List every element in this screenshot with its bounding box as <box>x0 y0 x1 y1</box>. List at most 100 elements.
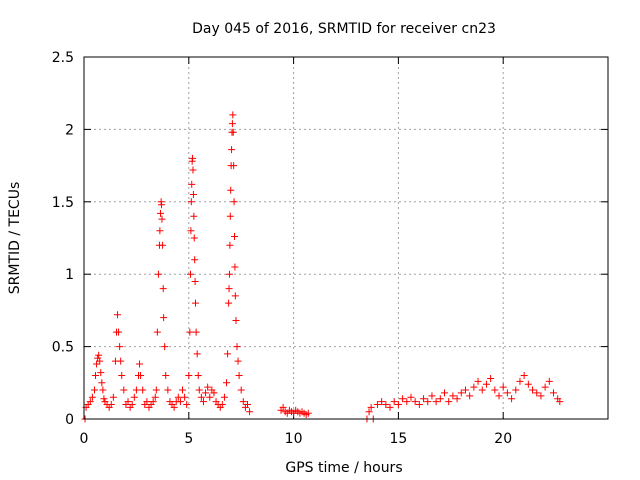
data-point <box>399 395 407 403</box>
data-point <box>156 227 164 235</box>
data-point <box>230 198 238 206</box>
data-point <box>230 162 238 170</box>
data-point <box>230 233 238 241</box>
data-point <box>139 386 147 394</box>
data-point <box>195 386 203 394</box>
data-point <box>183 401 191 409</box>
data-point <box>210 389 218 397</box>
x-tick-label: 15 <box>389 431 407 447</box>
data-point <box>478 386 486 394</box>
data-point <box>154 270 162 278</box>
data-point <box>181 393 189 401</box>
data-point <box>137 372 145 380</box>
data-point <box>189 191 197 199</box>
data-point <box>185 372 193 380</box>
data-point <box>432 398 440 406</box>
data-point <box>225 285 233 293</box>
data-point <box>159 285 167 293</box>
data-point <box>96 357 104 365</box>
grid-lines <box>84 57 608 419</box>
data-point <box>162 372 170 380</box>
data-point <box>234 357 242 365</box>
data-point <box>151 393 159 401</box>
data-point <box>503 389 511 397</box>
data-point <box>457 389 465 397</box>
data-point <box>508 395 516 403</box>
data-point <box>152 386 160 394</box>
data-point <box>164 386 172 394</box>
data-point <box>99 386 107 394</box>
data-point <box>382 401 390 409</box>
y-tick-label: 1.5 <box>52 195 74 211</box>
data-point <box>187 227 195 235</box>
data-point <box>453 395 461 403</box>
data-point <box>424 398 432 406</box>
data-point <box>120 386 128 394</box>
data-point <box>228 146 236 154</box>
data-point <box>160 314 168 322</box>
data-point <box>117 357 125 365</box>
data-point <box>220 393 228 401</box>
data-point <box>86 398 94 406</box>
data-point <box>461 386 469 394</box>
data-point <box>176 398 184 406</box>
data-point <box>107 401 115 409</box>
data-point <box>157 209 165 217</box>
data-point <box>512 386 520 394</box>
data-point <box>373 401 381 409</box>
data-point <box>304 409 312 417</box>
data-point <box>158 201 166 209</box>
data-point <box>390 398 398 406</box>
data-point <box>116 343 124 351</box>
data-point <box>520 372 528 380</box>
data-point <box>516 377 524 385</box>
data-point <box>365 408 373 416</box>
data-point <box>226 241 234 249</box>
data-point <box>233 343 241 351</box>
data-point <box>179 386 187 394</box>
chart-title: Day 045 of 2016, SRMTID for receiver cn2… <box>192 21 496 37</box>
data-point <box>420 395 428 403</box>
data-point <box>189 166 197 174</box>
x-tick-label: 0 <box>80 431 89 447</box>
data-point <box>225 299 233 307</box>
data-point <box>197 393 205 401</box>
data-point <box>466 392 474 400</box>
y-tick-label: 0 <box>65 412 74 428</box>
data-point <box>436 395 444 403</box>
data-point <box>445 398 453 406</box>
data-point <box>206 393 214 401</box>
data-point <box>161 343 169 351</box>
data-point <box>194 372 202 380</box>
data-point <box>130 393 138 401</box>
data-point <box>114 311 122 319</box>
data-point <box>529 386 537 394</box>
data-point <box>109 393 117 401</box>
data-point <box>132 386 140 394</box>
data-point <box>189 154 197 162</box>
data-point <box>229 128 237 136</box>
data-point <box>204 383 212 391</box>
data-point <box>394 401 402 409</box>
data-point <box>199 398 207 406</box>
data-point <box>411 398 419 406</box>
data-point <box>170 403 178 411</box>
y-axis-label: SRMTID / TECUs <box>7 182 23 295</box>
data-point <box>118 372 126 380</box>
data-point <box>495 392 503 400</box>
y-tick-label: 1 <box>65 267 74 283</box>
data-point <box>202 389 210 397</box>
data-point <box>93 360 101 368</box>
x-tick-label: 5 <box>184 431 193 447</box>
data-point <box>470 383 478 391</box>
data-point <box>100 395 108 403</box>
data-point <box>190 234 198 242</box>
data-point <box>428 392 436 400</box>
data-point <box>97 369 105 377</box>
data-point <box>149 398 157 406</box>
data-point <box>190 212 198 220</box>
data-point <box>187 198 195 206</box>
data-point <box>158 215 166 223</box>
data-point <box>227 186 235 194</box>
